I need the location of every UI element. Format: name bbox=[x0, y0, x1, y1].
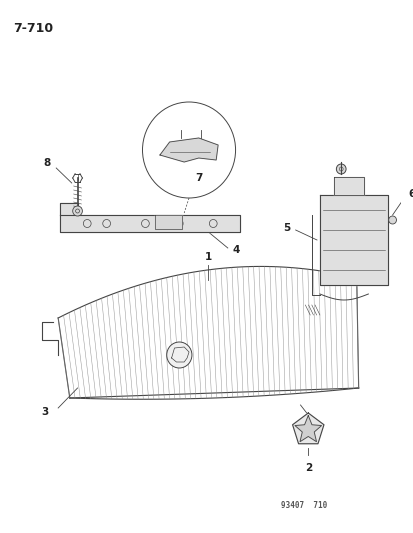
Text: 4: 4 bbox=[232, 245, 240, 255]
Text: 8: 8 bbox=[43, 158, 50, 168]
Text: 93407  710: 93407 710 bbox=[280, 501, 327, 510]
Polygon shape bbox=[60, 215, 240, 232]
Text: 3: 3 bbox=[41, 407, 48, 417]
Text: 1: 1 bbox=[204, 252, 211, 262]
Text: 5: 5 bbox=[283, 223, 290, 233]
Polygon shape bbox=[294, 416, 321, 442]
Polygon shape bbox=[60, 203, 77, 215]
Circle shape bbox=[166, 342, 192, 368]
Polygon shape bbox=[292, 413, 323, 444]
Text: 7: 7 bbox=[195, 173, 202, 183]
Polygon shape bbox=[159, 138, 218, 162]
Circle shape bbox=[336, 164, 345, 174]
Text: 7-710: 7-710 bbox=[14, 22, 54, 35]
Polygon shape bbox=[319, 195, 387, 285]
Circle shape bbox=[388, 216, 396, 224]
Text: 6: 6 bbox=[407, 189, 413, 199]
Text: 2: 2 bbox=[304, 463, 311, 473]
Circle shape bbox=[73, 206, 82, 216]
Polygon shape bbox=[155, 215, 182, 229]
Polygon shape bbox=[334, 177, 363, 195]
